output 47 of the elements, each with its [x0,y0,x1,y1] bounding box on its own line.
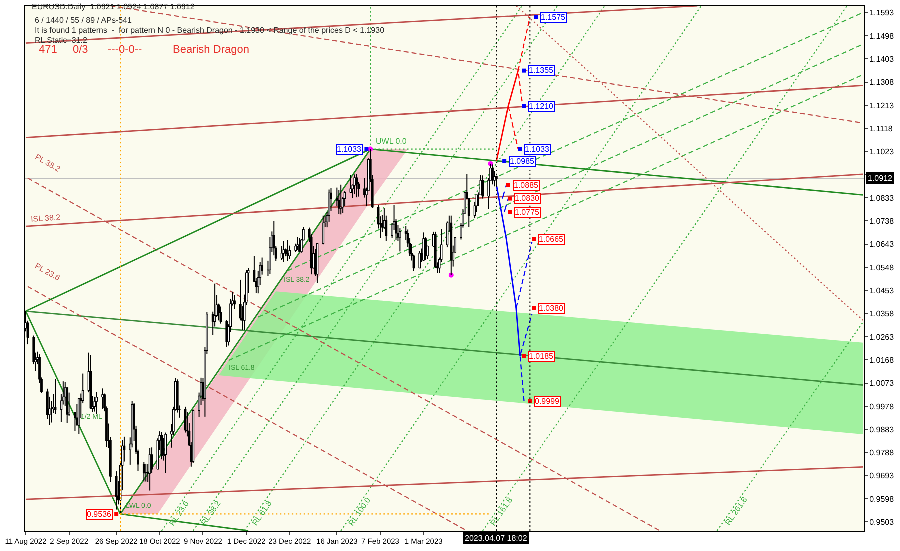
y-tick-label: 0.9503 [870,518,895,528]
y-tick-label: 1.0453 [870,286,895,296]
y-tick-label: 0.9978 [870,402,895,412]
data-label: 1.0885 [514,181,540,190]
data-label: 1.0665 [539,235,564,244]
y-tick-label: 0.9788 [870,448,895,458]
data-label: 1.1033 [337,145,362,154]
y-tick-label: 1.1023 [870,148,895,157]
series-label: UWL 0.0 [376,137,408,146]
data-label: 1.1355 [529,66,554,75]
data-label: 1.1033 [525,145,550,154]
y-tick-label: 0.9598 [870,494,895,504]
y-tick-label: 1.0833 [870,194,895,203]
data-label: 1.1210 [529,102,554,111]
y-tick-label: 0.9693 [870,472,895,481]
y-tick-label: 0.9883 [870,425,895,434]
y-tick-label: 1.0738 [870,217,895,226]
series-label: ISL 38.2 [30,213,62,224]
y-tick-label: 1.1213 [870,101,895,110]
y-tick-label: 1.1403 [870,54,895,64]
data-label: 1.0185 [529,352,554,361]
annotation: ---0-0-- [108,44,143,56]
annotation: Bearish Dragon [173,44,250,56]
data-label: 0.9536 [87,510,112,519]
annotation: 0/3 [73,44,88,56]
text: PL 23.6 [33,262,62,284]
annotation: 6 / 1440 / 55 / 89 / APs-541 [35,16,133,25]
data-label: 0.9999 [535,397,560,406]
y-tick-label: 1.0643 [870,240,895,250]
y-tick-label: 1.1308 [870,78,895,88]
ref-line-label: 2023.04.07 18:02 [465,534,528,543]
data-label: 1.0775 [515,208,540,217]
y-tick-label: 1.0358 [870,310,895,319]
text: PL 38.2 [34,152,62,174]
y-tick-label: 1.0168 [870,356,895,365]
data-label: 1.0380 [539,304,564,313]
y-tick-label: 1.0548 [870,263,895,272]
data-label: 1.0985 [510,157,536,166]
ref-line-label: 1.0912 [868,174,894,183]
annotation: 471 [39,44,58,56]
y-tick-label: 1.0073 [870,379,895,388]
y-tick-label: 1.1593 [870,8,895,18]
y-tick-label: 1.0263 [870,332,895,342]
y-tick-label: 1.1118 [870,124,894,134]
data-label: 1.1575 [541,13,566,22]
data-label: 1.0830 [515,194,540,203]
y-tick-label: 1.1498 [870,32,895,41]
